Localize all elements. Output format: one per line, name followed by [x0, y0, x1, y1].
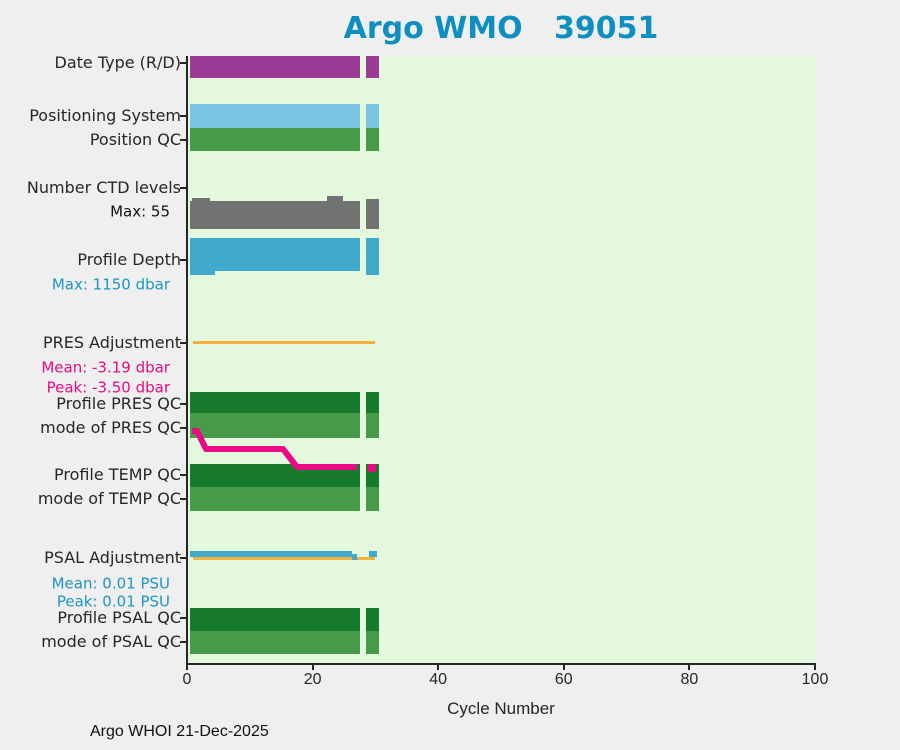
bar-mode-psal-qc-main [190, 631, 360, 654]
bar-position-qc-short [366, 128, 379, 151]
y-axis-annotation: Max: 55 [110, 202, 170, 221]
bar-profile-pres-qc-main [190, 392, 360, 413]
psal-adjustment-line [190, 551, 353, 557]
y-axis-label: Profile PRES QC [56, 393, 181, 413]
psal-adjustment-step [352, 554, 358, 560]
psal-adjustment-dot [369, 551, 377, 557]
bar-ctd-levels-main [190, 201, 360, 229]
y-axis-label: Positioning System [29, 105, 181, 125]
bar-date-type-short [366, 56, 379, 78]
bar-profile-depth-short [366, 238, 379, 275]
pres-zero-line [193, 341, 376, 344]
x-tick [814, 664, 816, 670]
y-axis-label: Position QC [89, 129, 181, 149]
y-axis-annotation: Peak: 0.01 PSU [56, 592, 170, 611]
y-tick [180, 139, 187, 141]
y-axis-label: Date Type (R/D) [54, 52, 181, 72]
y-tick [180, 641, 187, 643]
bar-mode-pres-qc-main [190, 413, 360, 438]
bar-mode-psal-qc-short [366, 631, 379, 654]
bar-mode-temp-qc-short [366, 487, 379, 511]
x-tick-label: 20 [303, 671, 322, 688]
bar-positioning-short [366, 104, 379, 128]
x-tick [311, 664, 314, 670]
x-tick [562, 664, 565, 670]
figure-footer: Argo WHOI 21-Dec-2025 [90, 723, 269, 740]
y-axis-label: Profile Depth [77, 249, 181, 269]
y-tick [180, 474, 187, 476]
y-axis-annotation: Max: 1150 dbar [51, 275, 170, 294]
y-tick [180, 342, 187, 344]
y-tick [180, 617, 187, 619]
y-axis-label: mode of PSAL QC [41, 631, 181, 651]
x-tick-label: 0 [182, 671, 192, 688]
psal-zero-line [193, 557, 376, 560]
bar-profile-psal-qc-main [190, 608, 360, 631]
y-axis-label: PRES Adjustment [43, 332, 181, 352]
y-axis-label: Profile TEMP QC [53, 464, 181, 484]
bar-profile-depth-main [190, 238, 360, 271]
y-tick [180, 403, 187, 405]
chart-title: Argo WMO 39051 [343, 11, 659, 46]
x-tick [688, 664, 691, 670]
bar-position-qc-main [190, 128, 360, 151]
x-tick-label: 40 [429, 671, 448, 688]
x-tick-label: 100 [801, 671, 829, 688]
y-tick [180, 187, 187, 189]
y-tick [180, 427, 187, 429]
bar-profile-temp-qc-main [190, 464, 360, 487]
y-axis-annotation: Mean: -3.19 dbar [41, 358, 170, 377]
y-axis-annotation: Mean: 0.01 PSU [51, 574, 170, 593]
plot-area [187, 56, 815, 663]
x-tick-label: 80 [680, 671, 699, 688]
y-axis-label: mode of PRES QC [40, 417, 181, 437]
y-axis-label: mode of TEMP QC [37, 488, 181, 508]
bar-positioning-main [190, 104, 360, 128]
bar-mode-pres-qc-short [366, 413, 379, 438]
y-axis-line [186, 56, 188, 665]
y-axis-label: PSAL Adjustment [44, 547, 181, 567]
y-tick [180, 259, 187, 261]
y-tick [180, 115, 187, 117]
y-tick [180, 62, 187, 64]
x-axis-line [186, 663, 816, 665]
y-axis-label: Number CTD levels [26, 177, 181, 197]
x-tick-label: 60 [554, 671, 573, 688]
bar-profile-psal-qc-short [366, 608, 379, 631]
bar-ctd-levels-short [366, 199, 379, 229]
y-tick [180, 498, 187, 500]
x-tick [437, 664, 440, 670]
x-tick [186, 664, 188, 670]
x-axis-title: Cycle Number [447, 699, 555, 718]
bar-date-type-main [190, 56, 360, 78]
y-axis-label: Profile PSAL QC [57, 607, 181, 627]
bar-profile-pres-qc-short [366, 392, 379, 413]
y-axis-annotation: Peak: -3.50 dbar [46, 378, 170, 397]
bar-mode-temp-qc-main [190, 487, 360, 511]
y-tick [180, 557, 187, 559]
bar-profile-temp-qc-short [366, 464, 379, 487]
